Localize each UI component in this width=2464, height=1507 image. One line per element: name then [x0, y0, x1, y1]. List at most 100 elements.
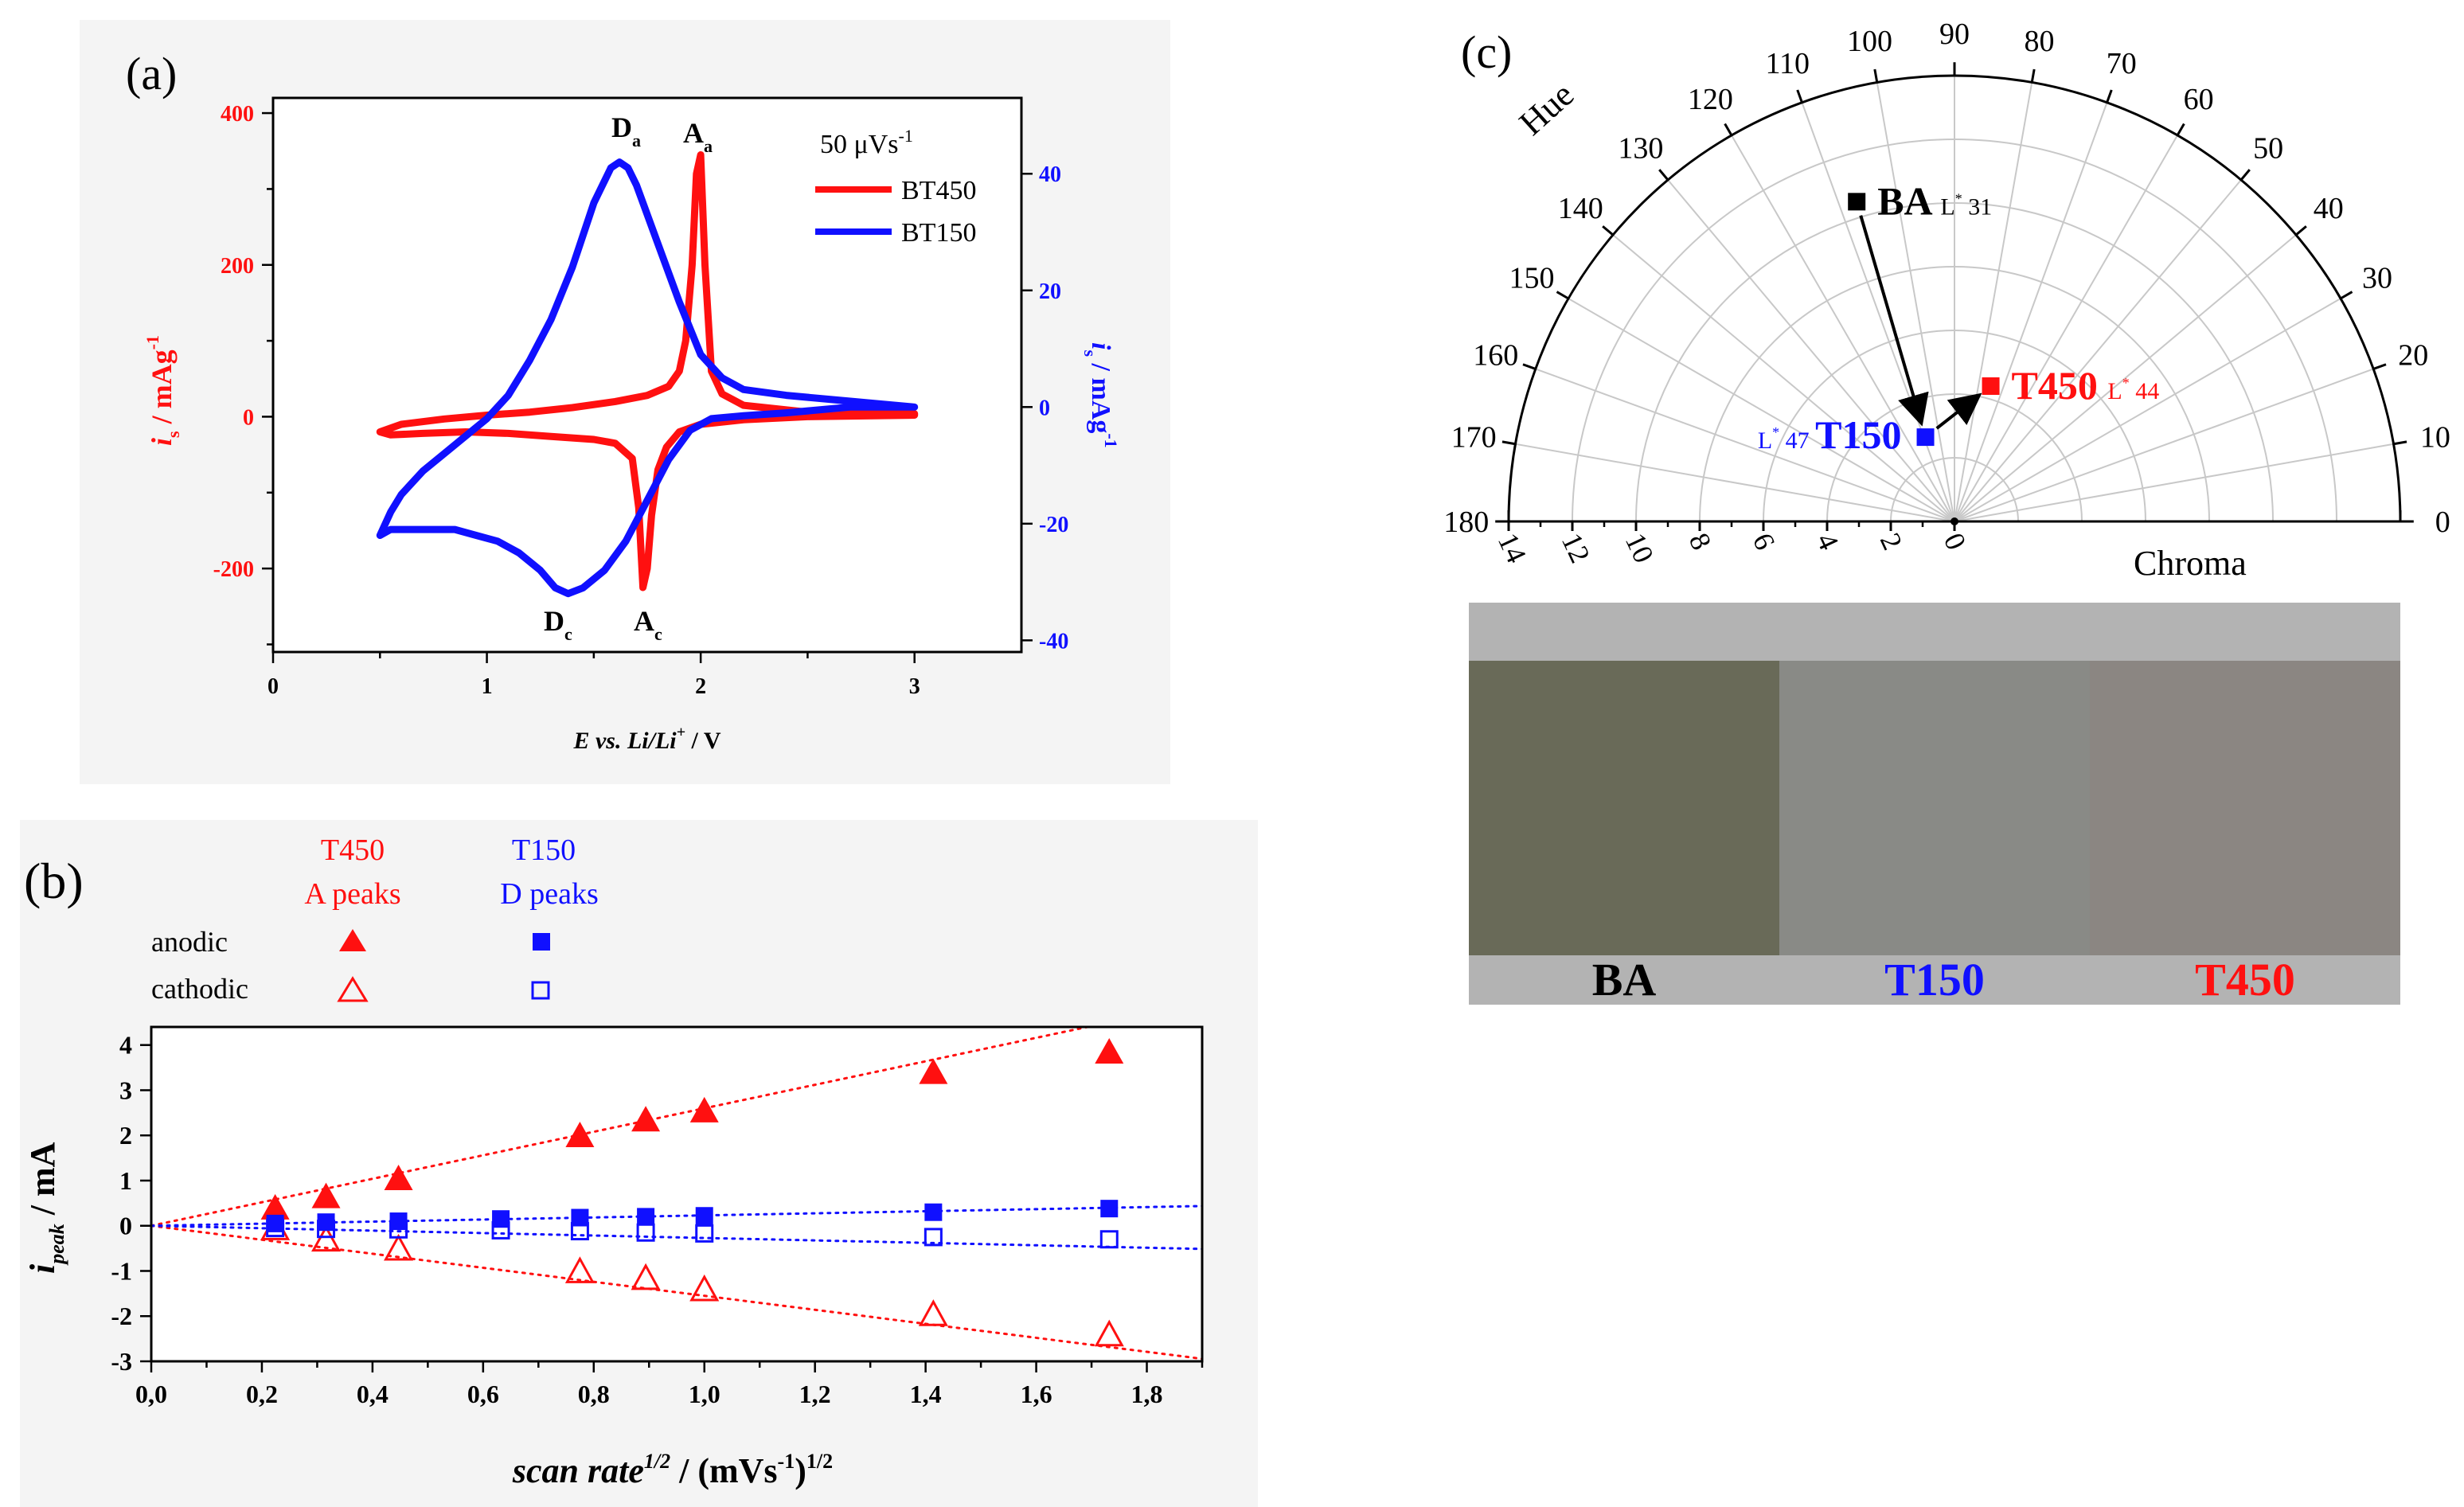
panel-b-point-t450-anodic	[631, 1106, 661, 1132]
panel-b-point-t450-cathodic	[918, 1299, 948, 1326]
panel-c-points: BA L* 31 L* 47 T150 T450 L* 44	[1758, 178, 2159, 457]
panel-b-legend-t450-sub: A peaks	[304, 877, 400, 911]
panel-c-radius-label: 14	[1492, 528, 1533, 568]
panel-b-legend-marker-t150-anodic	[533, 933, 550, 951]
panel-c-angle-label: 140	[1558, 192, 1603, 225]
panel-c-angle-label: 30	[2362, 261, 2392, 295]
swatch-ba	[1469, 661, 1779, 955]
panel-a-ytick-right-label: -40	[1039, 629, 1068, 654]
panel-b-label: (b)	[24, 853, 84, 909]
panel-b-fit-line	[150, 1224, 1204, 1361]
swatch-label-ba: BA	[1592, 954, 1657, 1005]
panel-c-point-label-t450: T450 L* 44	[2012, 363, 2160, 408]
panel-c-angle-label: 170	[1451, 421, 1497, 455]
panel-c-radius-label: 8	[1683, 528, 1718, 554]
panel-c-grid-radial	[1954, 234, 2297, 522]
panel-a-series-bt150	[376, 158, 919, 598]
panel-c-grid-radial	[1731, 135, 1955, 522]
panel-c-point-t150	[1916, 428, 1935, 447]
panel-c-radius-label: 0	[1938, 528, 1973, 554]
panel-a-frame	[271, 96, 1023, 654]
panel-c-radius-label: 12	[1556, 528, 1596, 568]
panel-a-annot-da: Da	[611, 111, 641, 150]
panel-a-xtick-label: 2	[695, 674, 706, 699]
panel-c-point-ba	[1848, 193, 1866, 211]
swatch-t150	[1779, 661, 2090, 955]
panel-b-ytick-label: 3	[119, 1076, 132, 1104]
panel-b-xtick-label: 1,6	[1021, 1380, 1052, 1408]
panel-c-chroma-label: Chroma	[2134, 544, 2247, 583]
panel-c-radius-label: 4	[1810, 528, 1845, 554]
panel-b-point-t450-anodic	[919, 1058, 948, 1084]
panel-c-angle-tick	[1724, 123, 1733, 136]
panel-c-angle-label: 40	[2314, 192, 2344, 225]
panel-c-angle-tick	[2030, 68, 2036, 83]
panel-b-point-t450-anodic	[1095, 1038, 1124, 1064]
panel-c-grid-radial	[1667, 179, 1955, 522]
panel-b-point-t150-cathodic	[491, 1220, 510, 1240]
panel-c-colour-polar: (c) 010203040506070809010011012013014015…	[1443, 18, 2450, 1005]
panel-c-grid-radial	[1954, 443, 2394, 522]
panel-b-xtick-label: 0,0	[135, 1380, 167, 1408]
panel-c-grid-radial	[1954, 368, 2374, 522]
panel-b-point-t450-cathodic	[384, 1233, 414, 1261]
panel-c-angle-tick	[2106, 89, 2113, 103]
panel-b-point-t150-anodic	[637, 1208, 655, 1226]
panel-b-fit-line	[150, 1025, 1089, 1228]
panel-c-angle-tick	[2372, 363, 2387, 370]
panel-b-legend-marker-t450-anodic	[339, 929, 366, 951]
panel-a-annot-aa: Aa	[683, 117, 713, 156]
panel-a-annot-dc: Dc	[544, 605, 572, 644]
panel-b-xtick-label: 1,4	[910, 1380, 942, 1408]
panel-c-grid-radial	[1801, 102, 1955, 522]
panel-c-origin	[1951, 517, 1958, 525]
panel-b-ytick-label: -3	[111, 1347, 132, 1376]
panel-b-point-t150-anodic	[571, 1208, 589, 1227]
panel-b-ytick-label: 2	[119, 1121, 132, 1150]
panel-c-angle-tick	[1796, 89, 1803, 103]
panel-c-radius-label: 2	[1874, 528, 1909, 554]
panel-c-grid-radial	[1954, 135, 2178, 522]
panel-b-peak-current: (b) T450 A peaks T150 D peaks anodic cat…	[20, 820, 1258, 1507]
panel-c-radius-label: 6	[1747, 528, 1782, 554]
panel-c-angle-tick	[1501, 440, 1516, 446]
panel-c-angle-tick	[1602, 225, 1614, 236]
swatch-label-t150: T150	[1884, 954, 1985, 1005]
panel-c-angle-label: 130	[1618, 131, 1663, 165]
panel-a-ylabel-right: is / mAg-1	[1080, 342, 1121, 448]
panel-c-grid-radial	[1568, 298, 1955, 522]
panel-b-ytick-label: -2	[111, 1302, 132, 1330]
panel-c-angle-label: 150	[1509, 261, 1554, 295]
panel-c-angle-label: 100	[1847, 25, 1892, 58]
panel-c-arrow-t150-to-t450	[1935, 392, 1982, 430]
panel-c-angle-label: 50	[2253, 131, 2283, 165]
panel-b-point-t450-anodic	[565, 1122, 595, 1148]
panel-c-angle-tick	[2340, 291, 2353, 300]
panel-a-ytick-left-label: 200	[221, 254, 254, 279]
panel-b-point-t150-cathodic	[695, 1224, 714, 1243]
panel-b-legend-cathodic: cathodic	[151, 973, 248, 1005]
panel-c-angle-label: 70	[2107, 47, 2137, 80]
panel-b-legend-marker-t150-cathodic	[531, 981, 550, 1000]
panel-c-radius-label: 10	[1619, 528, 1660, 568]
panel-c-angle-tick	[2295, 225, 2307, 236]
panel-c-grid-radial	[1954, 82, 2033, 522]
panel-c-angle-label: 160	[1473, 338, 1518, 372]
panel-c-grid-radial	[1535, 368, 1955, 522]
panel-b-legend-t150-title: T150	[512, 834, 576, 867]
panel-b-point-t450-anodic	[689, 1096, 719, 1122]
panel-b-ytick-label: 4	[119, 1031, 132, 1060]
panel-b-xlabel: scan rate1/2 / (mVs-1)1/2	[512, 1450, 833, 1490]
panel-a-xlabel: E vs. Li/Li+ / V	[572, 724, 720, 754]
panel-c-grid: 0102030405060708090100110120130140150160…	[1443, 18, 2450, 568]
panel-b-point-t150-anodic	[1100, 1200, 1119, 1218]
panel-a-legend-label-bt450: BT450	[901, 176, 976, 205]
panel-a-xtick-label: 3	[909, 674, 920, 699]
panel-c-point-label-ba: BA L* 31	[1877, 178, 1992, 223]
panel-a-series-bt450	[376, 151, 919, 591]
panel-b-point-t450-anodic	[311, 1182, 341, 1208]
panel-c-angle-tick	[2176, 123, 2185, 136]
panel-b-xtick-label: 1,2	[799, 1380, 831, 1408]
